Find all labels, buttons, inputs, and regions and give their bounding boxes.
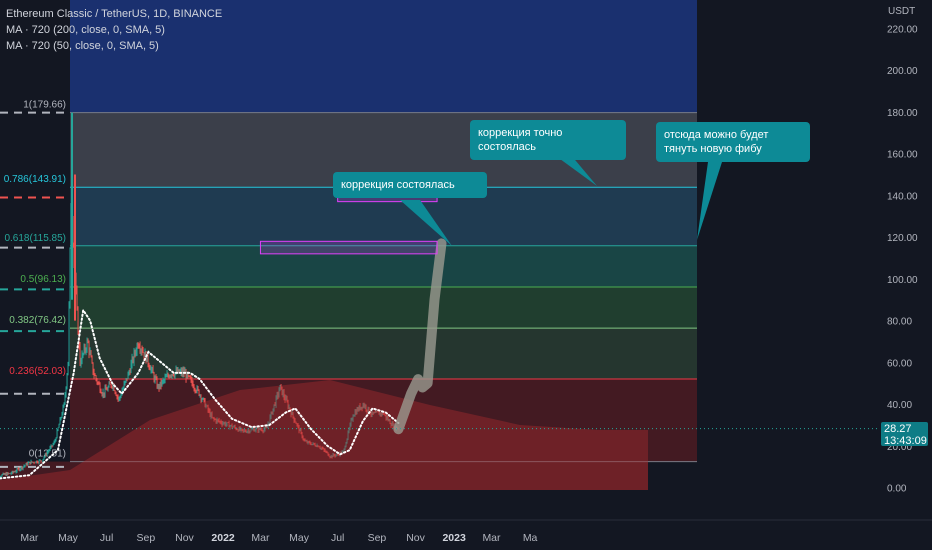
time-tick: Mar [482,532,501,544]
time-tick: Ma [523,532,538,544]
axis-tick: 60.00 [887,358,912,369]
fib-zone-below [0,461,648,490]
callout-new-fib[interactable]: отсюда можно будет тянуть новую фибу [656,122,810,162]
moving-averages [0,307,648,490]
ma50-line [0,307,400,480]
fib-label: 0.382(76.42) [9,315,66,326]
time-tick: Sep [368,532,387,544]
bar-countdown: 13:43:09 [884,435,927,447]
fib-label: 0.618(115.85) [4,233,66,244]
time-tick: Mar [20,532,39,544]
time-tick: May [58,532,79,544]
time-tick: 2023 [442,532,466,544]
time-axis[interactable]: Mar May Jul Sep Nov 2022 Mar May Jul Sep Nov 2023 Ma… [0,519,932,550]
fib-zone-above [70,0,697,113]
axis-currency: USDT [888,6,915,17]
axis-tick: 100.00 [887,275,918,286]
axis-tick: 140.00 [887,191,918,202]
fib-zone [70,328,697,380]
highlight-box [259,240,438,255]
fib-label: 0.236(52.03) [9,366,66,377]
fib-level-lines: 1(179.66) 0.786(143.91) 0.618(115.85) 0.5(9… [0,100,697,468]
fib-label: 0.5(96.13) [20,274,66,285]
fib-label: 1(179.66) [23,100,66,111]
ma-200-label[interactable]: MA · 720 (200, close, 0, SMA, 5) [6,24,165,36]
callout-correction-confirmed[interactable]: коррекция точно состоялась [470,120,626,160]
axis-tick: 0.00 [887,484,907,495]
axis-tick: 40.00 [887,400,912,411]
callout-pointer [697,162,722,240]
axis-tick: 120.00 [887,233,918,244]
time-tick: Nov [175,532,194,544]
time-tick: Jul [100,532,113,544]
last-price: 28.27 [884,423,912,435]
time-tick: 2022 [211,532,235,544]
axis-tick: 80.00 [887,317,912,328]
chart-legend: Ethereum Classic / TetherUS, 1D, BINANCE… [6,6,222,54]
ma-50-label[interactable]: MA · 720 (50, close, 0, SMA, 5) [6,40,159,52]
axis-tick: 220.00 [887,24,918,35]
projection-path [393,238,447,435]
symbol-title[interactable]: Ethereum Classic / TetherUS, 1D, BINANCE [6,8,223,20]
fib-zone [70,379,697,462]
time-axis-bg [0,520,932,550]
time-tick: Nov [406,532,425,544]
candlesticks [0,112,399,479]
fib-zone [70,286,697,329]
callout-pointer [400,200,452,246]
axis-tick: 20.00 [887,442,912,453]
axis-tick: 160.00 [887,150,918,161]
axis-tick: 200.00 [887,66,918,77]
ma200-area [0,380,648,490]
fib-label: 0.786(143.91) [4,174,66,185]
time-tick: Sep [137,532,156,544]
callout-correction[interactable]: коррекция состоялась [333,172,487,198]
time-tick: Mar [251,532,270,544]
time-tick: May [289,532,310,544]
last-price-label: 28.27 13:43:09 [881,422,928,447]
fib-zone [70,245,697,287]
axis-tick: 180.00 [887,108,918,119]
time-tick: Jul [331,532,344,544]
